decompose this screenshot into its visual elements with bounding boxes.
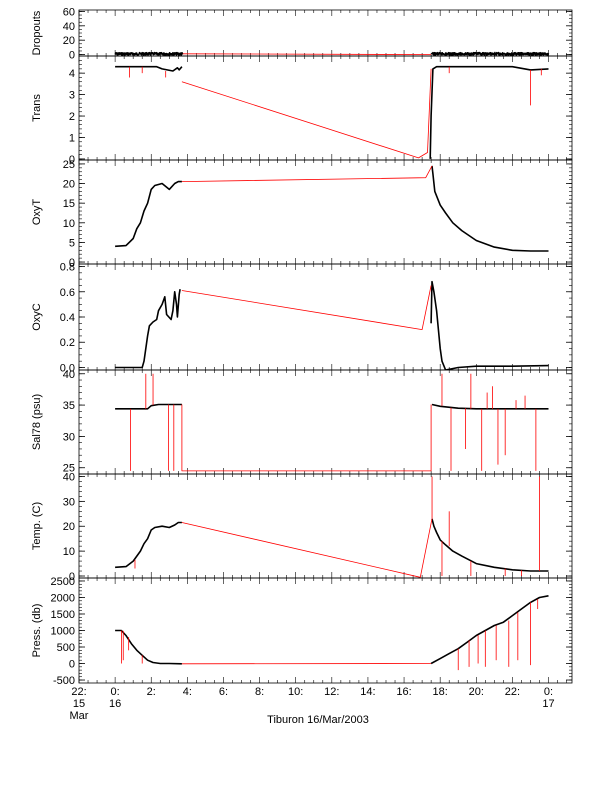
y-tick-label: 35: [63, 400, 75, 412]
x-tick-label: 22:: [505, 686, 520, 698]
series-line: [115, 521, 182, 569]
panel-data: [115, 476, 549, 578]
series-line: [430, 280, 549, 370]
y-tick-label: 30: [63, 496, 75, 508]
y-tick-label: 25: [63, 463, 75, 475]
y-axis-label: OxyT: [31, 199, 43, 226]
series-line: [115, 180, 182, 248]
y-tick-label: 1500: [51, 609, 75, 621]
series-line: [115, 65, 183, 72]
y-tick-label: 15: [63, 198, 75, 210]
y-tick-label: -500: [53, 675, 75, 687]
y-tick-label: 2: [69, 111, 75, 123]
series-line: [115, 403, 182, 410]
y-tick-label: 0: [69, 659, 75, 671]
y-tick-label: 20: [63, 521, 75, 533]
x-tick-label: 12:: [324, 686, 339, 698]
y-tick-label: 10: [63, 546, 75, 558]
x-tick-label: 16:: [396, 686, 411, 698]
y-axis-label: Press. (db): [31, 604, 43, 658]
y-tick-label: 0.8: [60, 262, 75, 274]
y-tick-label: 0: [69, 571, 75, 583]
x-tick-label: 17: [542, 698, 554, 710]
y-tick-label: 0.6: [60, 287, 75, 299]
flagged-series-line: [182, 53, 432, 55]
x-tick-label: 20:: [469, 686, 484, 698]
x-tick-label: 18:: [433, 686, 448, 698]
y-tick-label: 1000: [51, 626, 75, 638]
flagged-series-line: [181, 68, 432, 159]
panel-data: [115, 595, 549, 671]
y-axis-label: Temp. (C): [31, 502, 43, 550]
y-tick-label: 0.4: [60, 312, 75, 324]
x-tick-label: 10:: [288, 686, 303, 698]
flagged-series-line: [181, 165, 433, 182]
panels: 0204060Dropouts01234Trans0510152025OxyT0…: [31, 6, 573, 722]
y-tick-label: 4: [69, 68, 75, 80]
x-tick-label: 6:: [219, 686, 228, 698]
y-tick-label: 0.0: [60, 362, 75, 374]
y-tick-label: 30: [63, 431, 75, 443]
y-tick-label: 25: [63, 159, 75, 171]
y-tick-label: 40: [63, 471, 75, 483]
x-tick-label: 4:: [183, 686, 192, 698]
x-tick-label: 14:: [360, 686, 375, 698]
series-line: [429, 65, 549, 159]
y-tick-label: 0: [69, 257, 75, 269]
series-line: [431, 165, 549, 252]
x-tick-label: Mar: [70, 710, 89, 722]
y-tick-label: 60: [63, 6, 75, 18]
flagged-series-line: [181, 404, 432, 472]
y-tick-label: 20: [63, 35, 75, 47]
panel-6: 0 10 20 30 40 Temp. (C): [31, 471, 573, 583]
x-tick-label: 0:: [111, 686, 120, 698]
series-line: [115, 289, 181, 369]
y-axis-label: Sal78 (psu): [31, 394, 43, 450]
panel-data: [114, 51, 550, 56]
y-axis-label: Trans: [31, 94, 43, 122]
x-tick-label: 8:: [255, 686, 264, 698]
series-line: [431, 518, 549, 572]
y-tick-label: 40: [63, 21, 75, 33]
x-tick-label: 15: [73, 698, 85, 710]
panel-data: [115, 280, 549, 370]
x-axis-label: Tiburon 16/Mar/2003: [267, 714, 369, 726]
panel-data: [115, 165, 549, 252]
series-line: [431, 403, 549, 410]
y-tick-label: 10: [63, 218, 75, 230]
panel-data: [115, 373, 549, 472]
x-tick-label: 2:: [147, 686, 156, 698]
x-tick-label: 22:: [71, 686, 86, 698]
flagged-series-line: [181, 285, 432, 331]
y-tick-label: 2000: [51, 592, 75, 604]
panel-data: [115, 65, 549, 159]
y-tick-label: 3: [69, 90, 75, 102]
flagged-series-line: [181, 518, 433, 578]
panel-4: 0.0 0.2 0.4 0.6 0.8 OxyC: [31, 262, 573, 374]
y-tick-label: 1: [69, 132, 75, 144]
series-line: [114, 51, 184, 56]
y-tick-label: 40: [63, 369, 75, 381]
y-tick-label: 0: [69, 50, 75, 62]
panel-5: 25 30 35 40 Sal78 (psu): [31, 369, 573, 475]
x-tick-label: 16: [109, 698, 121, 710]
y-tick-label: 2500: [51, 576, 75, 588]
x-tick-label: 0:: [544, 686, 553, 698]
y-tick-label: 5: [69, 237, 75, 249]
y-tick-label: 20: [63, 179, 75, 191]
y-tick-label: 0.2: [60, 337, 75, 349]
series-line: [431, 51, 550, 56]
y-axis-label: Dropouts: [31, 10, 43, 55]
panel-3: 0 5 10 15 20 25 OxyT: [31, 159, 573, 269]
y-axis-label: OxyC: [31, 303, 43, 331]
series-line: [430, 595, 549, 665]
y-tick-label: 0: [69, 154, 75, 166]
y-tick-label: 500: [57, 642, 75, 654]
